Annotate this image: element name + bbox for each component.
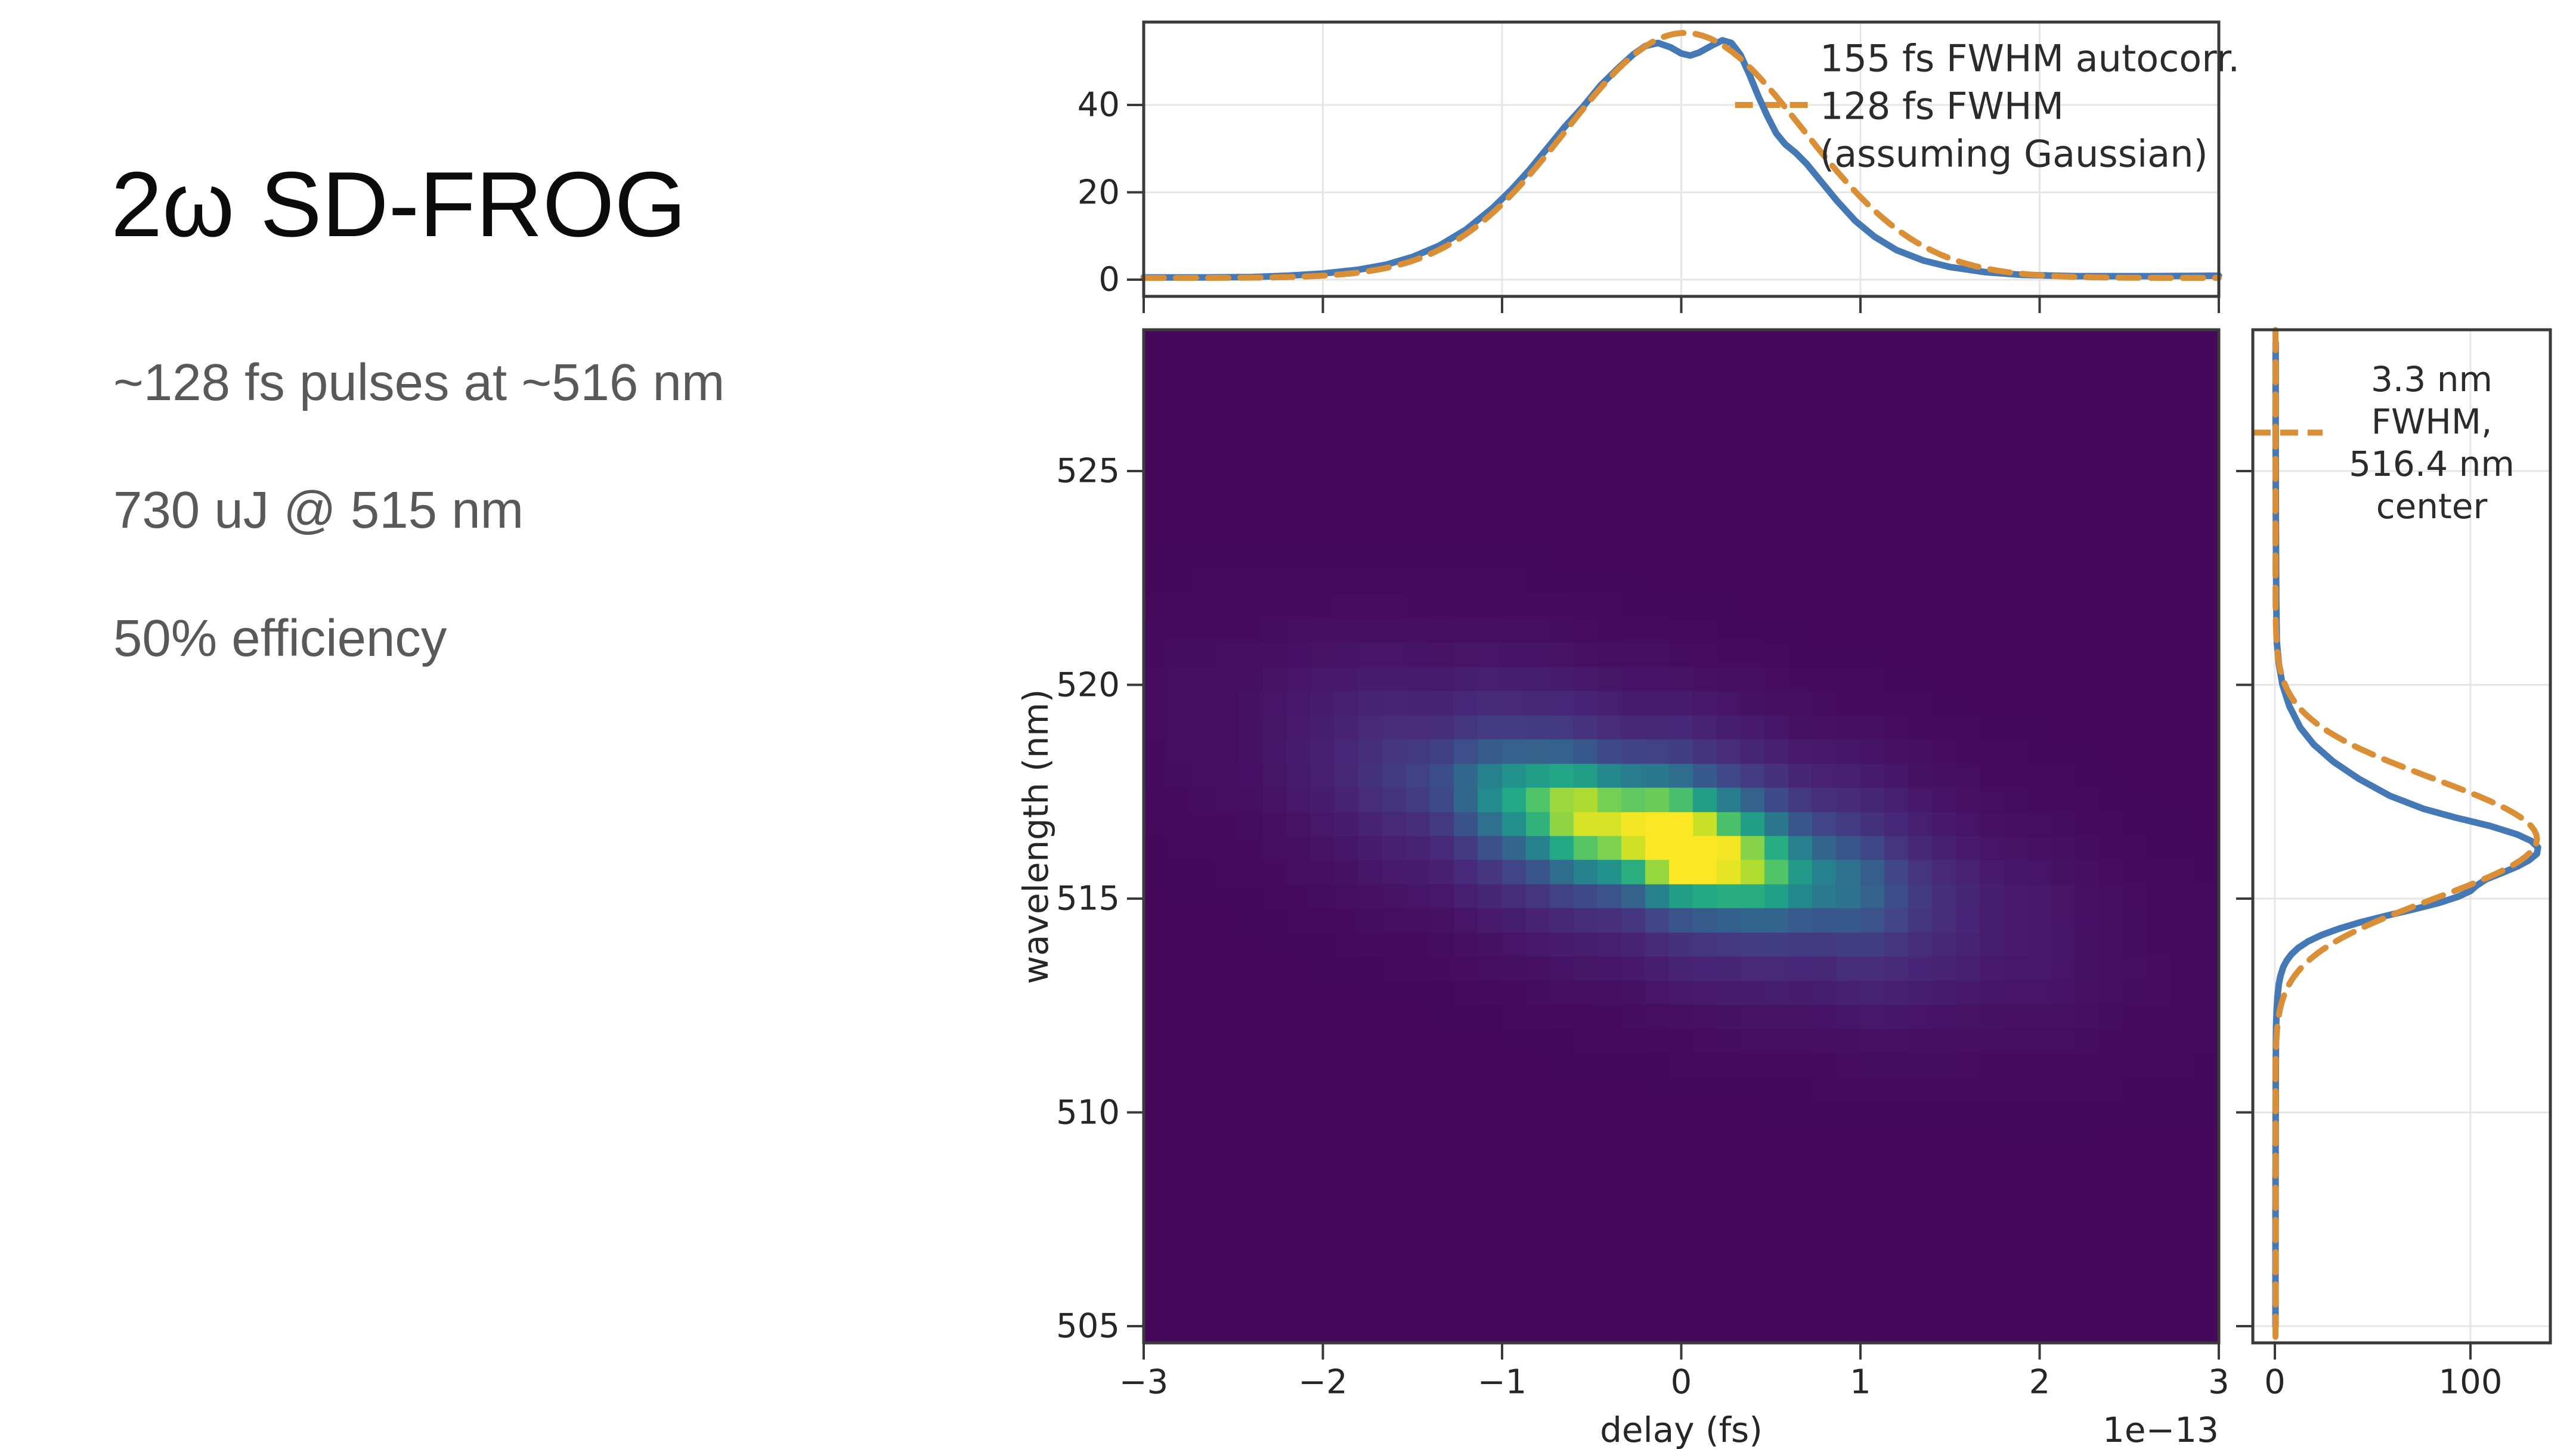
xtick-label-delay: 1: [1850, 1363, 1871, 1402]
spectrum-annotation-line: 516.4 nm: [2349, 444, 2515, 484]
bullet-pulse-duration: ~128 fs pulses at ~516 nm: [113, 354, 725, 411]
x-axis-offset-label: 1e−13: [2103, 1410, 2219, 1449]
ytick-label-wavelength: 505: [1056, 1306, 1120, 1346]
xtick-label-spectrum: 100: [2438, 1363, 2503, 1402]
bullet-pulse-energy: 730 uJ @ 515 nm: [113, 481, 524, 539]
autocorr-annotation-line: (assuming Gaussian): [1820, 132, 2208, 176]
xtick-label-delay: −1: [1477, 1363, 1527, 1402]
y-axis-label-wavelength: wavelength (nm): [1015, 689, 1056, 984]
ytick-label-autocorr: 0: [1098, 260, 1120, 299]
ytick-label-autocorr: 40: [1077, 85, 1120, 125]
xtick-label-delay: 2: [2029, 1363, 2051, 1402]
xtick-label-delay: −3: [1119, 1363, 1169, 1402]
ytick-label-wavelength: 515: [1056, 879, 1120, 918]
autocorr-annotation-line: 155 fs FWHM autocorr.: [1820, 36, 2240, 80]
autocorr-annotation-line: 128 fs FWHM: [1820, 84, 2064, 128]
xtick-label-delay: −2: [1298, 1363, 1348, 1402]
spectrum-annotation-line: FWHM,: [2371, 401, 2493, 442]
frog-trace-heatmap: [1144, 330, 2219, 1343]
ytick-label-autocorr: 20: [1077, 173, 1120, 212]
xtick-label-delay: 0: [1670, 1363, 1692, 1402]
spectrum-annotation-line: 3.3 nm: [2371, 359, 2493, 400]
slide-title: 2ω SD-FROG: [111, 153, 686, 256]
xtick-label-spectrum: 0: [2264, 1363, 2286, 1402]
ytick-label-wavelength: 520: [1056, 665, 1120, 704]
spectrum-annotation-line: center: [2376, 486, 2488, 527]
x-axis-label-delay: delay (fs): [1600, 1410, 1763, 1449]
ytick-label-wavelength: 525: [1056, 451, 1120, 491]
ytick-label-wavelength: 510: [1056, 1093, 1120, 1132]
xtick-label-delay: 3: [2208, 1363, 2230, 1402]
bullet-efficiency: 50% efficiency: [113, 609, 447, 667]
